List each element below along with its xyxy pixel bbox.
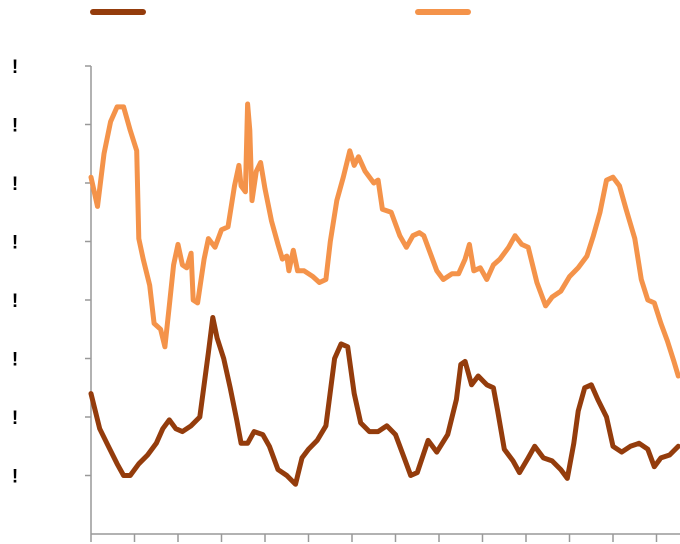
series-group bbox=[88, 101, 680, 487]
y-tick-label: ! bbox=[12, 116, 18, 137]
y-tick-label: ! bbox=[12, 291, 18, 312]
y-tick-label: ! bbox=[12, 57, 18, 78]
series-line-2 bbox=[88, 101, 680, 379]
y-tick-label: ! bbox=[12, 174, 18, 195]
series-line-1 bbox=[88, 315, 680, 487]
y-tick-label: ! bbox=[12, 467, 18, 488]
y-tick-label: ! bbox=[12, 233, 18, 254]
y-axis: !!!!!!!! bbox=[12, 57, 92, 534]
x-axis bbox=[90, 533, 680, 542]
y-tick-label: ! bbox=[12, 350, 18, 371]
y-tick-label: ! bbox=[12, 408, 18, 429]
